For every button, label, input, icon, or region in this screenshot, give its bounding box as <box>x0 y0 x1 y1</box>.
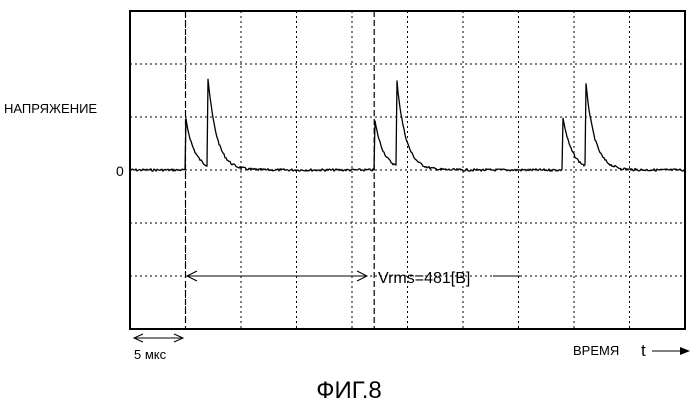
measurement-label: Vrms=481[В] <box>378 270 470 287</box>
y-axis-label: НАПРЯЖЕНИЕ <box>4 101 97 116</box>
figure-caption: ФИГ.8 <box>316 377 382 404</box>
x-axis-symbol: t <box>641 341 646 360</box>
zero-level-label: 0 <box>116 163 124 179</box>
time-scale-arrow <box>134 334 183 342</box>
x-axis-label: ВРЕМЯ <box>573 343 619 358</box>
x-axis-arrow <box>652 347 690 355</box>
time-scale-label: 5 мкс <box>134 347 167 362</box>
period-arrow <box>187 271 367 281</box>
